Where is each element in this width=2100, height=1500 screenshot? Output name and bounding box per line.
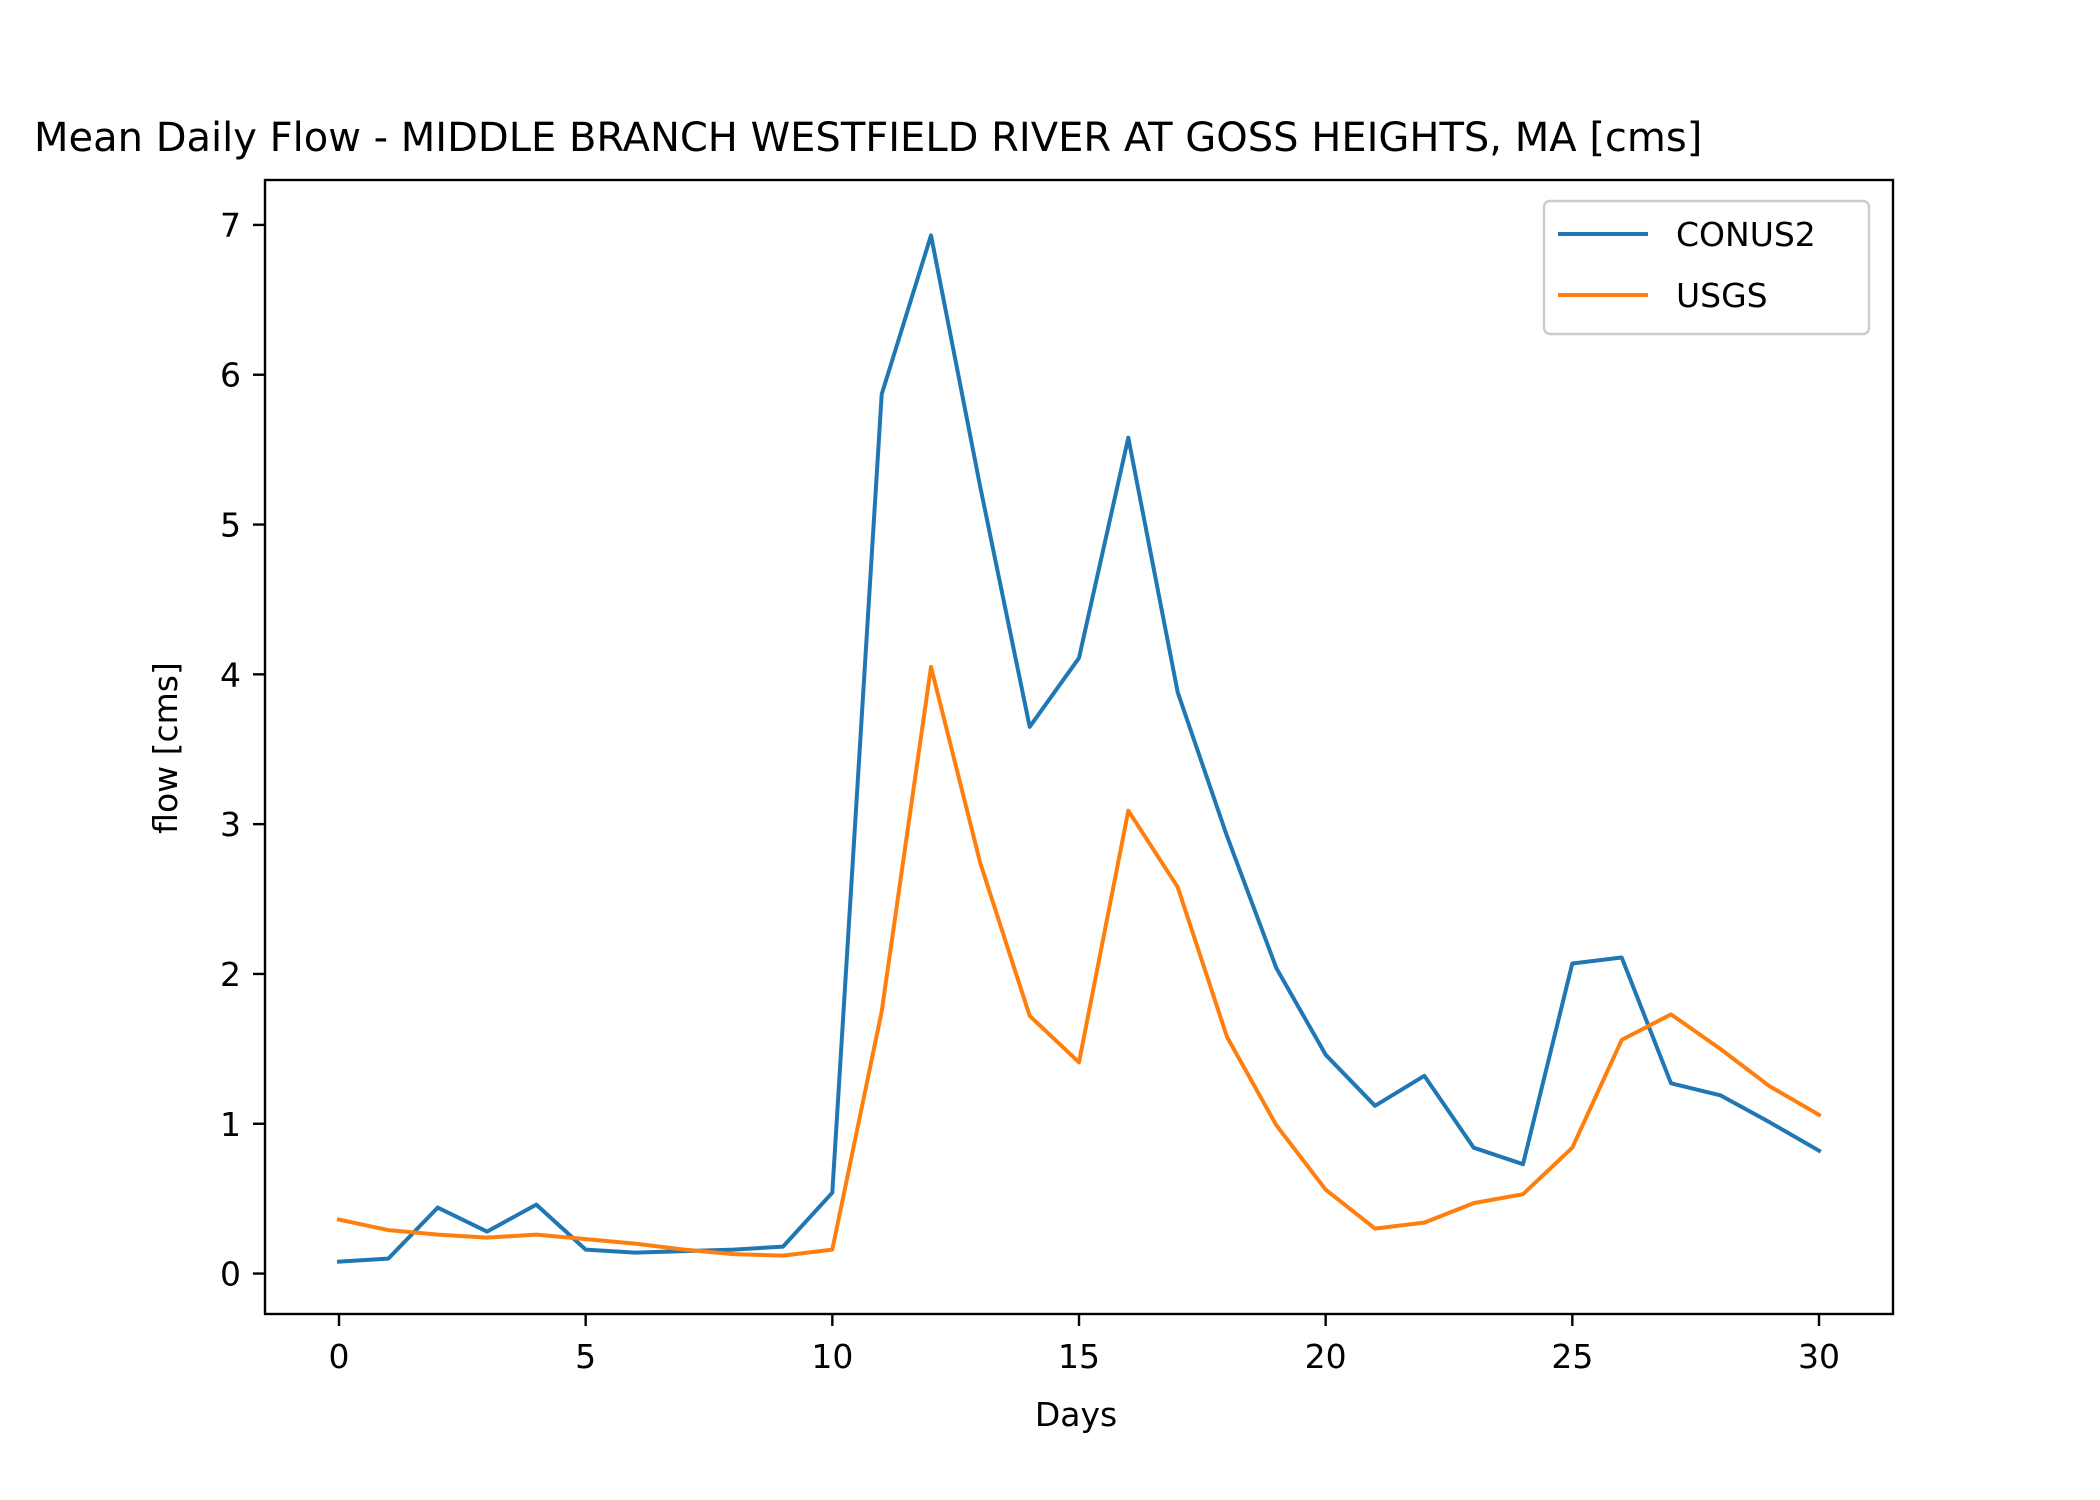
series-line-conus2	[336, 233, 1822, 1264]
y-axis-ticks: 0 1 2 3 4 5 6 7	[220, 206, 265, 1294]
y-tick-label-0: 0	[220, 1255, 241, 1294]
x-tick-label-0: 0	[329, 1337, 350, 1376]
legend-label-conus2: CONUS2	[1676, 215, 1816, 254]
x-tick-label-5: 5	[575, 1337, 596, 1376]
x-tick-label-15: 15	[1058, 1337, 1100, 1376]
series-line-usgs	[336, 664, 1822, 1258]
x-tick-label-10: 10	[811, 1337, 853, 1376]
y-tick-label-6: 6	[220, 356, 241, 395]
y-tick-label-5: 5	[220, 506, 241, 545]
y-tick-label-1: 1	[220, 1105, 241, 1144]
series-layer	[336, 233, 1822, 1264]
x-tick-label-30: 30	[1798, 1337, 1840, 1376]
x-tick-label-20: 20	[1305, 1337, 1347, 1376]
y-tick-label-2: 2	[220, 955, 241, 994]
x-axis-label: Days	[1035, 1395, 1117, 1434]
y-axis-label: flow [cms]	[146, 662, 185, 834]
x-tick-label-25: 25	[1551, 1337, 1593, 1376]
legend: CONUS2 USGS	[1542, 199, 1871, 336]
chart-title: Mean Daily Flow - MIDDLE BRANCH WESTFIEL…	[34, 115, 1702, 161]
y-tick-label-3: 3	[220, 805, 241, 844]
x-axis-ticks: 0 5 10 15 20 25 30	[329, 1314, 1840, 1376]
y-tick-label-4: 4	[220, 655, 241, 694]
y-tick-label-7: 7	[220, 206, 241, 245]
legend-label-usgs: USGS	[1676, 276, 1768, 315]
